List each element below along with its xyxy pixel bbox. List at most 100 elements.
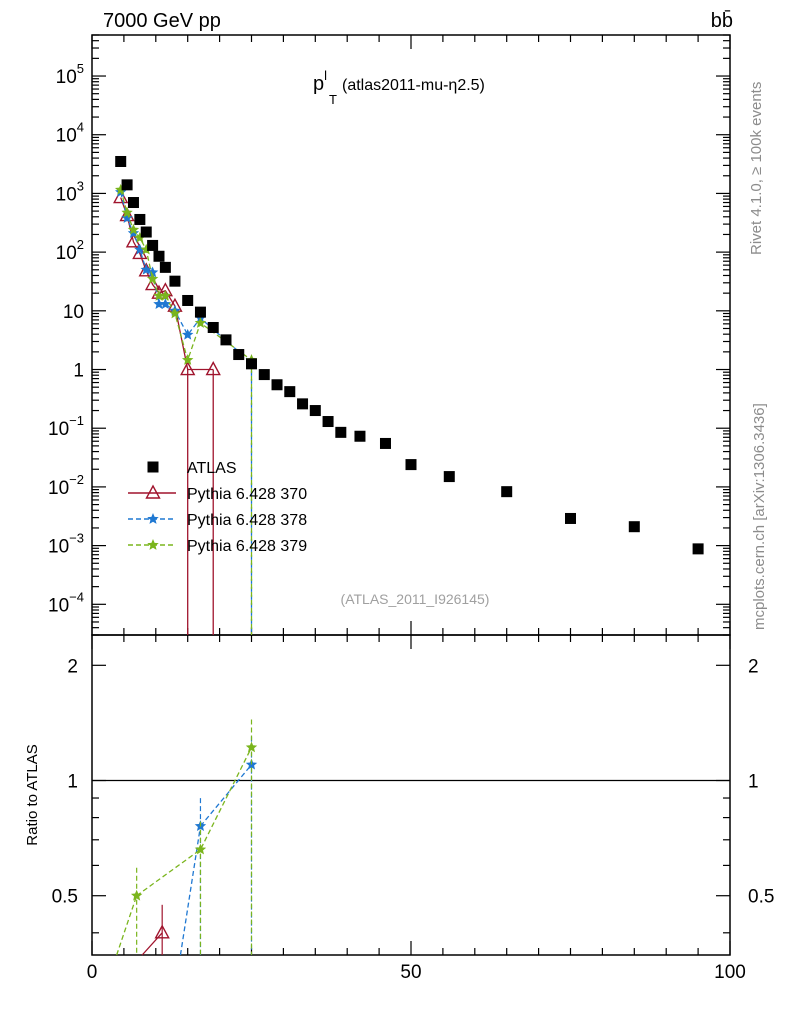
- data-point: [271, 379, 283, 391]
- data-point: [405, 459, 417, 471]
- data-point: [628, 521, 640, 533]
- data-point: [220, 334, 232, 346]
- ratio-entry-line: [141, 932, 163, 956]
- data-point: [153, 250, 165, 262]
- ratio-entry-line: [179, 826, 202, 956]
- series-atlas: [115, 155, 704, 555]
- data-point: [194, 306, 206, 318]
- legend: ATLAS Pythia 6.428 370 Pythia 6.428 378 Pyt…: [128, 460, 307, 555]
- data-point: [501, 486, 513, 498]
- data-point: [134, 231, 146, 243]
- plot-title-suffix: (atlas2011-mu-η2.5): [342, 77, 485, 94]
- main-y-tick-label: 104: [56, 120, 84, 147]
- plot-title-sup: l: [324, 68, 327, 83]
- data-point: [115, 155, 127, 167]
- ratio-series-group: [116, 719, 258, 956]
- series-pythia-6-428-370: [113, 189, 221, 635]
- main-axis-ticks: [91, 34, 731, 636]
- data-point: [379, 437, 391, 449]
- data-point: [443, 471, 455, 483]
- data-point: [134, 243, 146, 255]
- rivet-label: Rivet 4.1.0, ≥ 100k events: [748, 82, 765, 255]
- data-point: [565, 512, 576, 524]
- data-point: [127, 223, 140, 235]
- data-point: [140, 243, 152, 255]
- legend-entry: Pythia 6.428 378: [128, 512, 307, 529]
- data-point: [140, 226, 152, 238]
- ratio-y-tick-label-right: 0.5: [748, 887, 774, 908]
- ratio-y-tick-labels: 2 2 1 1 0.5 0.5: [52, 656, 775, 907]
- legend-marker: [147, 539, 159, 550]
- x-tick-label: 0: [87, 962, 98, 983]
- data-point: [159, 298, 172, 309]
- data-point: [180, 361, 196, 376]
- data-point: [132, 244, 148, 260]
- series-pythia-6-428-379: [115, 183, 258, 635]
- ratio-axis-ticks: [91, 635, 731, 955]
- data-point: [181, 354, 194, 365]
- data-point: [335, 426, 347, 438]
- legend-label: Pythia 6.428 378: [187, 512, 307, 529]
- ratio-ylabel: Ratio to ATLAS: [24, 744, 41, 845]
- series-line: [120, 189, 252, 363]
- legend-label: Pythia 6.428 370: [187, 486, 307, 503]
- data-point: [121, 179, 133, 191]
- data-point: [134, 213, 146, 225]
- data-point: [127, 197, 139, 209]
- main-y-tick-label: 10: [63, 302, 84, 323]
- legend-entry: Pythia 6.428 370: [128, 484, 307, 503]
- ratio-point: [130, 889, 143, 901]
- plot-title: pl T (atlas2011-mu-η2.5): [313, 68, 485, 107]
- data-point: [121, 212, 133, 223]
- data-point: [181, 328, 194, 340]
- ratio-y-tick-label-left: 2: [67, 656, 78, 677]
- ratio-point: [245, 741, 258, 753]
- data-point: [258, 369, 270, 381]
- data-point: [207, 321, 219, 333]
- watermark: (ATLAS_2011_I926145): [341, 591, 490, 607]
- data-point: [284, 386, 296, 398]
- legend-entry: Pythia 6.428 379: [128, 538, 307, 555]
- data-point: [205, 361, 221, 376]
- mcplots-label: mcplots.cern.ch [arXiv:1306.3436]: [751, 403, 768, 630]
- data-point: [354, 430, 366, 442]
- ratio-line: [199, 764, 253, 827]
- main-y-tick-label: 10−1: [48, 413, 84, 440]
- ratio-line: [136, 747, 253, 897]
- legend-marker: [147, 513, 159, 524]
- data-point: [147, 239, 159, 251]
- legend-marker: [145, 484, 161, 499]
- data-point: [233, 349, 245, 361]
- x-tick-label: 50: [400, 962, 421, 983]
- data-point: [194, 317, 207, 328]
- legend-entry: ATLAS: [147, 460, 237, 477]
- energy-label: 7000 GeV pp: [103, 10, 221, 32]
- data-point: [169, 275, 181, 287]
- main-y-tick-label: 1: [73, 361, 84, 382]
- ratio-point: [154, 924, 170, 939]
- data-point: [309, 405, 321, 417]
- plot-title-main: p: [313, 73, 324, 95]
- data-point: [182, 294, 194, 306]
- data-point: [127, 227, 140, 239]
- x-tick-label: 100: [714, 962, 746, 983]
- data-point: [115, 183, 127, 195]
- data-point: [153, 289, 165, 301]
- ratio-y-tick-label-right: 2: [748, 656, 759, 677]
- data-point: [692, 543, 704, 555]
- data-point: [146, 266, 159, 278]
- main-y-tick-label: 102: [56, 237, 84, 264]
- ratio-y-tick-label-left: 0.5: [52, 887, 78, 908]
- data-point: [322, 416, 334, 428]
- legend-label: Pythia 6.428 379: [187, 538, 307, 555]
- data-point: [146, 272, 159, 284]
- plot-title-sub: T: [329, 92, 337, 107]
- main-y-tick-label: 103: [56, 178, 84, 205]
- main-y-tick-label: 105: [56, 61, 84, 88]
- data-point: [144, 276, 161, 291]
- process-label: bb̄: [711, 9, 733, 32]
- svg-text:pl: pl: [313, 68, 327, 95]
- data-point: [159, 261, 171, 273]
- ratio-series-pythia-6-428-379: [116, 719, 258, 956]
